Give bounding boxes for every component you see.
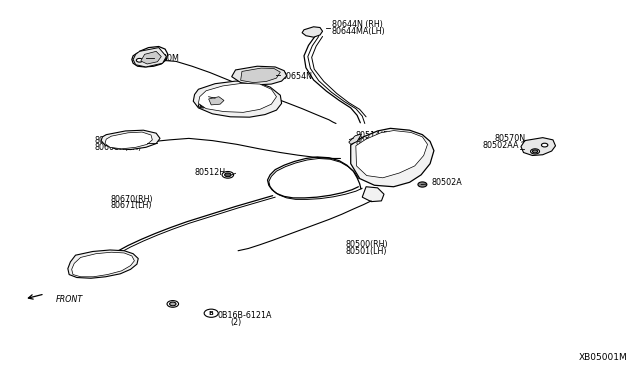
Circle shape [93, 269, 102, 274]
Text: 80640M: 80640M [147, 54, 179, 63]
Circle shape [531, 149, 540, 154]
Polygon shape [133, 48, 166, 67]
Text: 80515(LH): 80515(LH) [355, 138, 397, 147]
Text: 80670(RH): 80670(RH) [110, 195, 153, 203]
Polygon shape [105, 132, 152, 149]
Circle shape [170, 302, 176, 306]
Circle shape [532, 150, 538, 153]
Polygon shape [72, 252, 134, 277]
Circle shape [136, 58, 143, 62]
Circle shape [418, 182, 427, 187]
Text: 0B16B-6121A: 0B16B-6121A [218, 311, 272, 320]
Polygon shape [68, 250, 138, 278]
Text: 80512H: 80512H [195, 168, 226, 177]
Text: 80652N: 80652N [216, 94, 248, 103]
Text: FRONT: FRONT [56, 295, 83, 304]
Circle shape [308, 31, 315, 34]
Polygon shape [232, 66, 287, 85]
Circle shape [111, 143, 116, 146]
Text: 80605H(RH): 80605H(RH) [95, 136, 143, 145]
Circle shape [109, 142, 118, 147]
Polygon shape [351, 128, 434, 187]
Text: 80500(RH): 80500(RH) [346, 240, 388, 249]
Circle shape [200, 105, 204, 107]
Polygon shape [302, 27, 323, 37]
Text: 80502AA: 80502AA [483, 141, 519, 150]
Text: XB05001M: XB05001M [579, 353, 627, 362]
Text: 80514(RH): 80514(RH) [355, 131, 398, 140]
Circle shape [167, 301, 179, 307]
Polygon shape [356, 131, 428, 178]
Polygon shape [209, 97, 224, 105]
Text: 80502A: 80502A [431, 178, 462, 187]
Text: 80570N: 80570N [494, 134, 525, 143]
Text: B: B [209, 311, 214, 316]
Polygon shape [141, 51, 161, 64]
Text: 80644N (RH): 80644N (RH) [332, 20, 382, 29]
Polygon shape [193, 81, 282, 117]
Text: 80644MA(LH): 80644MA(LH) [332, 27, 385, 36]
Circle shape [198, 103, 206, 108]
Text: 80654N: 80654N [282, 72, 312, 81]
Polygon shape [198, 83, 276, 112]
Polygon shape [521, 138, 556, 155]
Text: 80501(LH): 80501(LH) [346, 247, 387, 256]
Polygon shape [349, 134, 362, 144]
Circle shape [95, 270, 100, 273]
Polygon shape [241, 68, 280, 83]
Circle shape [541, 143, 548, 147]
Text: 80606H(LH): 80606H(LH) [95, 143, 142, 152]
Circle shape [204, 309, 218, 317]
Polygon shape [362, 187, 384, 202]
Circle shape [225, 173, 231, 177]
Text: (2): (2) [230, 318, 242, 327]
Circle shape [222, 171, 234, 178]
Polygon shape [101, 130, 160, 150]
Text: 80671(LH): 80671(LH) [110, 201, 152, 210]
